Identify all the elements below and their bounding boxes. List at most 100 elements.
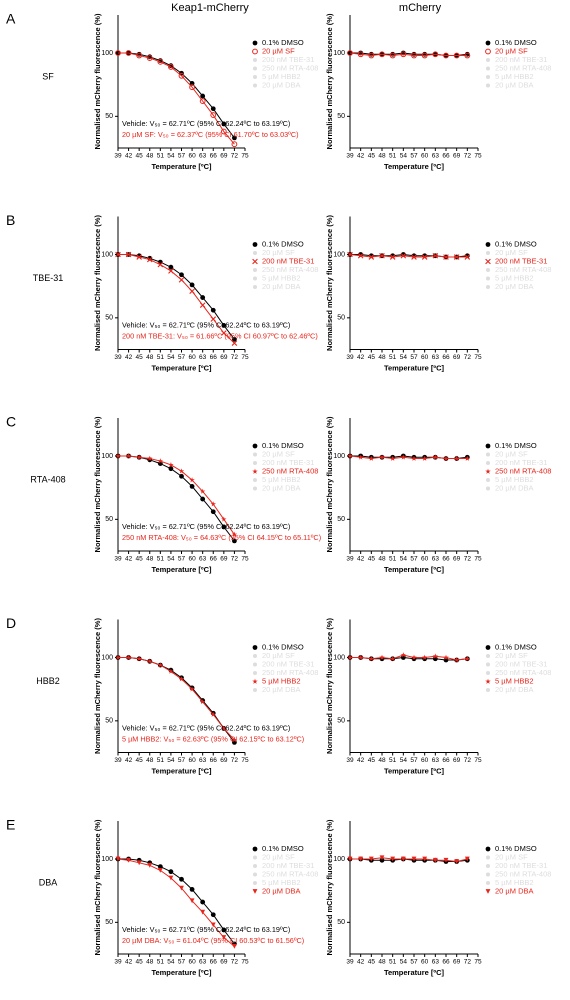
marker [210,316,217,322]
x-tick-label: 69 [220,959,228,966]
y-tick-label: 50 [105,113,113,120]
legend-label: 20 µM SF [262,651,295,660]
x-tick-label: 51 [389,959,397,966]
legend-marker [486,688,490,692]
legend-marker [486,881,490,885]
marker [379,654,385,660]
x-tick-label: 39 [114,757,122,764]
panel-letter: C [6,414,16,430]
x-tick-label: 42 [125,153,133,160]
x-tick-label: 63 [432,556,440,563]
marker [400,652,407,658]
x-axis-label: Temperature [ºC] [151,968,212,977]
x-tick-label: 54 [167,354,175,361]
marker [147,658,153,664]
marker [125,251,132,258]
x-tick-label: 60 [188,354,196,361]
x-tick-label: 45 [368,959,376,966]
x-tick-label: 57 [410,757,418,764]
x-tick-label: 66 [442,757,450,764]
legend-label: 20 µM DBA [495,685,534,694]
x-tick-label: 57 [410,153,418,160]
fit-line [117,858,235,947]
marker [368,655,375,662]
x-tick-label: 48 [378,757,386,764]
marker [200,899,206,905]
legend-marker [486,461,490,465]
legend-label: 250 nM RTA-408 [262,466,318,475]
marker [358,856,364,862]
marker [252,242,258,247]
x-tick-label: 75 [474,354,482,361]
x-tick-label: 45 [136,354,144,361]
x-tick-label: 45 [136,757,144,764]
legend-label: 0.1% DMSO [495,642,537,651]
marker [347,50,353,56]
column-title: Keap1-mCherry [171,2,249,14]
marker [168,869,174,875]
x-tick-label: 48 [146,556,154,563]
x-tick-label: 42 [357,757,365,764]
annotation: Vehicle: V₅₀ = 62.71ºC (95% CI 62.24ºC t… [122,723,290,732]
legend-label: 20 µM SF [262,449,295,458]
x-tick-label: 51 [157,959,165,966]
x-tick-label: 75 [474,959,482,966]
x-tick-label: 42 [125,354,133,361]
x-tick-label: 51 [157,354,165,361]
legend-label: 5 µM HBB2 [262,878,301,887]
legend-label: 250 nM RTA-408 [495,466,551,475]
x-tick-label: 60 [421,354,429,361]
marker [232,135,237,141]
marker [357,654,364,660]
marker [189,282,195,288]
legend-label: 5 µM HBB2 [495,273,534,282]
legend-label: 5 µM HBB2 [262,475,301,484]
x-tick-label: 42 [357,959,365,966]
marker [168,875,174,881]
x-tick-label: 69 [220,556,228,563]
marker [210,307,216,313]
legend-label: 0.1% DMSO [495,38,537,47]
marker [368,455,375,461]
x-tick-label: 63 [432,757,440,764]
legend-marker [486,486,490,491]
x-tick-label: 60 [188,556,196,563]
marker [485,443,491,449]
legend-label: 20 µM SF [262,248,295,257]
legend-marker [486,855,490,860]
legend-marker [486,83,490,88]
marker [125,50,132,56]
legend-label: 20 µM SF [495,46,528,55]
marker [231,531,238,537]
marker [432,51,439,58]
x-tick-label: 75 [474,153,482,160]
marker [389,52,396,59]
x-tick-label: 45 [136,959,144,966]
marker [179,885,184,891]
compound-name: HBB2 [36,676,60,686]
y-tick-label: 100 [101,453,113,460]
x-tick-label: 57 [410,354,418,361]
x-tick-label: 75 [241,153,249,160]
y-tick-label: 100 [101,654,113,661]
fit-line [350,654,468,661]
marker [199,302,206,308]
x-tick-label: 42 [125,757,133,764]
fit-line [118,52,235,145]
legend-label: 0.1% DMSO [262,642,304,651]
x-tick-label: 60 [421,153,429,160]
marker [210,922,216,928]
marker [115,251,121,258]
x-axis-label: Temperature [ºC] [384,363,445,372]
legend-label: 5 µM HBB2 [495,676,534,685]
marker [168,466,174,472]
legend-marker [253,75,257,79]
legend-label: 20 µM SF [495,449,528,458]
marker [390,856,396,862]
marker [485,48,491,55]
x-tick-label: 48 [378,556,386,563]
marker [252,889,258,894]
x-tick-label: 72 [231,959,239,966]
x-tick-label: 39 [114,556,122,563]
